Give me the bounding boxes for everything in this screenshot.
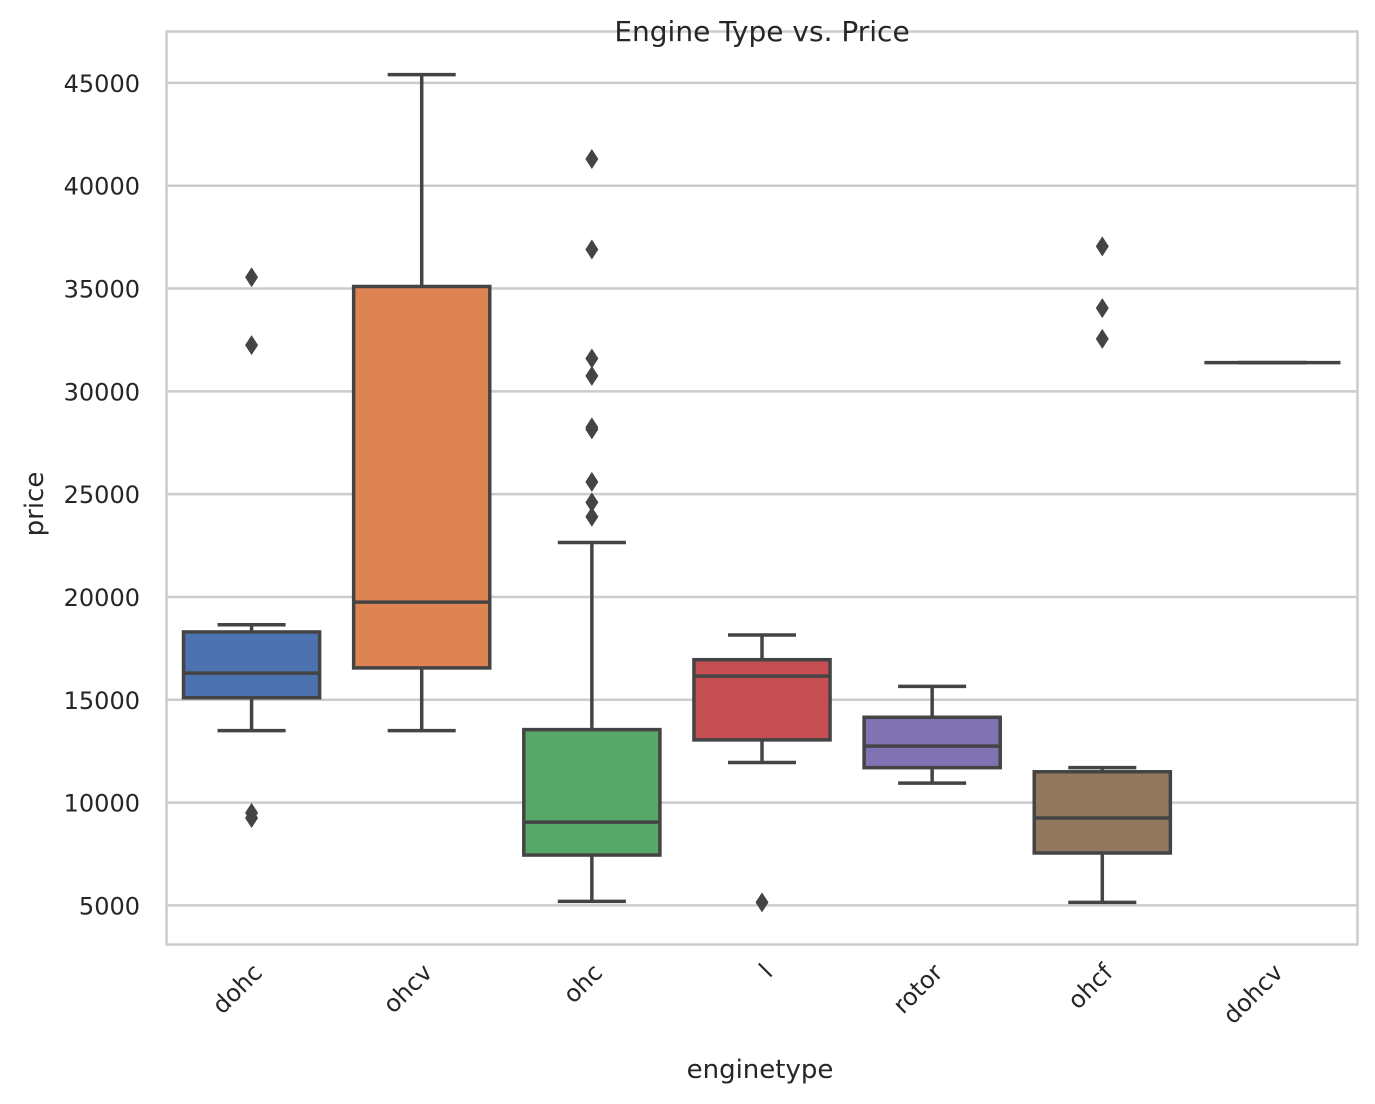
x-tick-labels: dohc ohcv ohc l rotor ohcf dohcv bbox=[207, 958, 1289, 1029]
outlier-point bbox=[585, 471, 599, 492]
x-tick-label: ohcv bbox=[378, 958, 438, 1018]
box-group-dohc bbox=[181, 267, 322, 829]
y-tick-labels: 5000 10000 15000 20000 25000 30000 35000 40000 4… bbox=[64, 70, 140, 921]
y-axis-title: price bbox=[20, 472, 50, 537]
x-tick-label: ohcf bbox=[1062, 958, 1119, 1015]
box-iqr bbox=[181, 630, 322, 700]
outlier-point bbox=[1095, 236, 1109, 257]
box-layer bbox=[181, 72, 1341, 913]
box-group-ohc bbox=[522, 148, 662, 904]
outlier-point bbox=[245, 267, 259, 288]
plot-frame bbox=[165, 30, 1359, 946]
x-tick-label: l bbox=[754, 958, 779, 983]
outlier-point bbox=[585, 492, 599, 513]
x-tick-label: ohc bbox=[558, 958, 608, 1008]
grid-lines bbox=[166, 81, 1358, 907]
outlier-point bbox=[585, 239, 599, 260]
outlier-point bbox=[245, 808, 259, 829]
y-tick-label: 5000 bbox=[79, 892, 140, 920]
x-tick-label: dohcv bbox=[1218, 958, 1289, 1029]
outlier-point bbox=[755, 892, 769, 913]
x-axis-title: enginetype bbox=[687, 1055, 834, 1085]
outlier-point bbox=[1095, 328, 1109, 349]
box-group-ohcv bbox=[351, 72, 492, 733]
outlier-point bbox=[585, 506, 599, 527]
box-iqr bbox=[862, 715, 1002, 770]
box-group-rotor bbox=[862, 684, 1002, 785]
outlier-point bbox=[245, 335, 259, 356]
box-group-ohcf bbox=[1032, 236, 1173, 905]
outlier-point bbox=[585, 148, 599, 169]
y-tick-label: 30000 bbox=[64, 378, 140, 406]
y-tick-label: 15000 bbox=[64, 687, 140, 715]
outlier-point bbox=[585, 419, 599, 440]
y-tick-label: 45000 bbox=[64, 70, 140, 98]
box-iqr bbox=[1032, 770, 1173, 855]
outlier-point bbox=[585, 348, 599, 369]
box-iqr bbox=[351, 284, 492, 670]
box-iqr bbox=[692, 657, 832, 742]
x-tick-label: dohc bbox=[207, 958, 268, 1019]
y-tick-label: 10000 bbox=[64, 790, 140, 818]
y-tick-label: 35000 bbox=[64, 276, 140, 304]
x-tick-label: rotor bbox=[888, 958, 949, 1019]
chart-title: Engine Type vs. Price bbox=[614, 15, 909, 48]
box-iqr bbox=[522, 727, 662, 857]
y-tick-label: 20000 bbox=[64, 584, 140, 612]
outlier-point bbox=[585, 365, 599, 386]
outlier-point bbox=[1095, 298, 1109, 319]
box-group-l bbox=[692, 633, 832, 913]
y-tick-label: 40000 bbox=[64, 173, 140, 201]
y-tick-label: 25000 bbox=[64, 481, 140, 509]
